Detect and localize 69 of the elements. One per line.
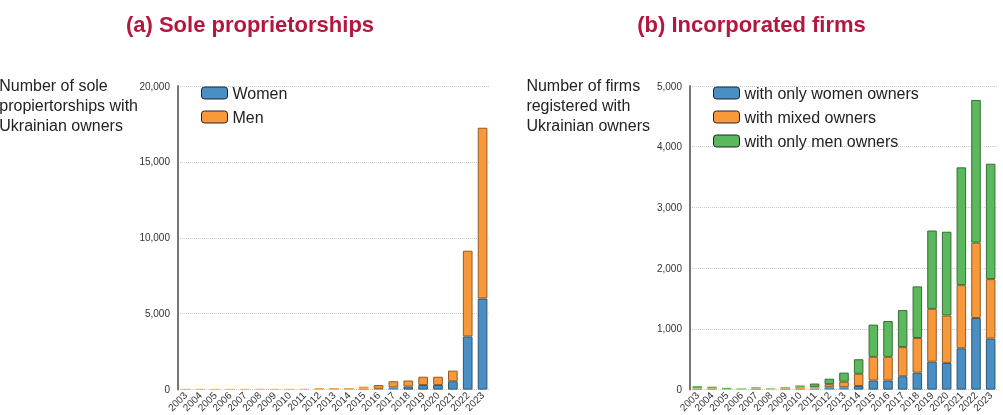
chart-title: (b) Incorporated firms (637, 11, 866, 37)
bar (868, 356, 879, 381)
bar (941, 231, 952, 316)
bar (853, 373, 864, 386)
bar (912, 338, 923, 373)
bar (809, 383, 820, 388)
y-tick-label: 5,000 (144, 308, 171, 320)
bar (839, 381, 849, 388)
legend-label: Women (232, 84, 288, 102)
bar (868, 380, 879, 390)
bar (912, 372, 923, 390)
bar (927, 230, 937, 309)
bar (839, 387, 849, 390)
y-axis-title: Number of firms registered with Ukrainian owners (526, 76, 650, 134)
bar (433, 385, 443, 390)
y-tick-label: 20,000 (139, 80, 171, 92)
bar (403, 386, 414, 390)
legend-label: with only women owners (743, 84, 919, 102)
bar (418, 376, 428, 386)
y-tick-label: 4,000 (656, 141, 683, 153)
bar (477, 127, 488, 299)
bar (927, 308, 937, 362)
bar (897, 347, 908, 377)
bar (941, 315, 952, 363)
bar (927, 361, 937, 390)
legend-label: with mixed owners (743, 108, 877, 126)
bar (477, 298, 488, 390)
y-tick-label: 0 (164, 384, 171, 396)
bar (824, 378, 835, 385)
y-tick-label: 2,000 (656, 262, 683, 274)
bar (912, 286, 923, 338)
bar (868, 324, 879, 357)
bar (388, 381, 399, 388)
bar (883, 356, 893, 381)
bar (883, 380, 893, 390)
bar (883, 321, 893, 357)
bar (941, 362, 952, 390)
bar (853, 359, 864, 374)
y-tick-label: 1,000 (656, 323, 683, 335)
y-tick-label: 10,000 (139, 232, 171, 244)
legend-label: with only men owners (743, 132, 899, 150)
bar (971, 242, 981, 318)
bar (971, 99, 981, 243)
bar (971, 317, 981, 390)
chart-title: (a) Sole proprietorships (125, 11, 375, 37)
bar (985, 163, 996, 280)
bar (839, 372, 849, 382)
bar (956, 348, 967, 390)
bar (956, 285, 967, 349)
bar (897, 376, 908, 390)
bar (403, 380, 414, 387)
bar (956, 167, 967, 286)
y-axis-title: Number of sole propiertorships with Ukrainian owners (0, 76, 139, 134)
bar (433, 376, 443, 386)
bar (448, 370, 458, 382)
legend-label: Men (232, 108, 264, 126)
bar (985, 279, 996, 339)
bar (897, 310, 908, 348)
bar (853, 385, 864, 390)
bar (418, 385, 428, 390)
bar (388, 387, 399, 390)
y-tick-label: 0 (676, 384, 683, 396)
bar (462, 336, 473, 390)
bar (462, 250, 473, 337)
y-tick-label: 3,000 (656, 201, 683, 213)
bar (985, 338, 996, 390)
y-tick-label: 15,000 (139, 156, 171, 168)
bar (448, 381, 458, 390)
y-tick-label: 5,000 (656, 80, 683, 92)
